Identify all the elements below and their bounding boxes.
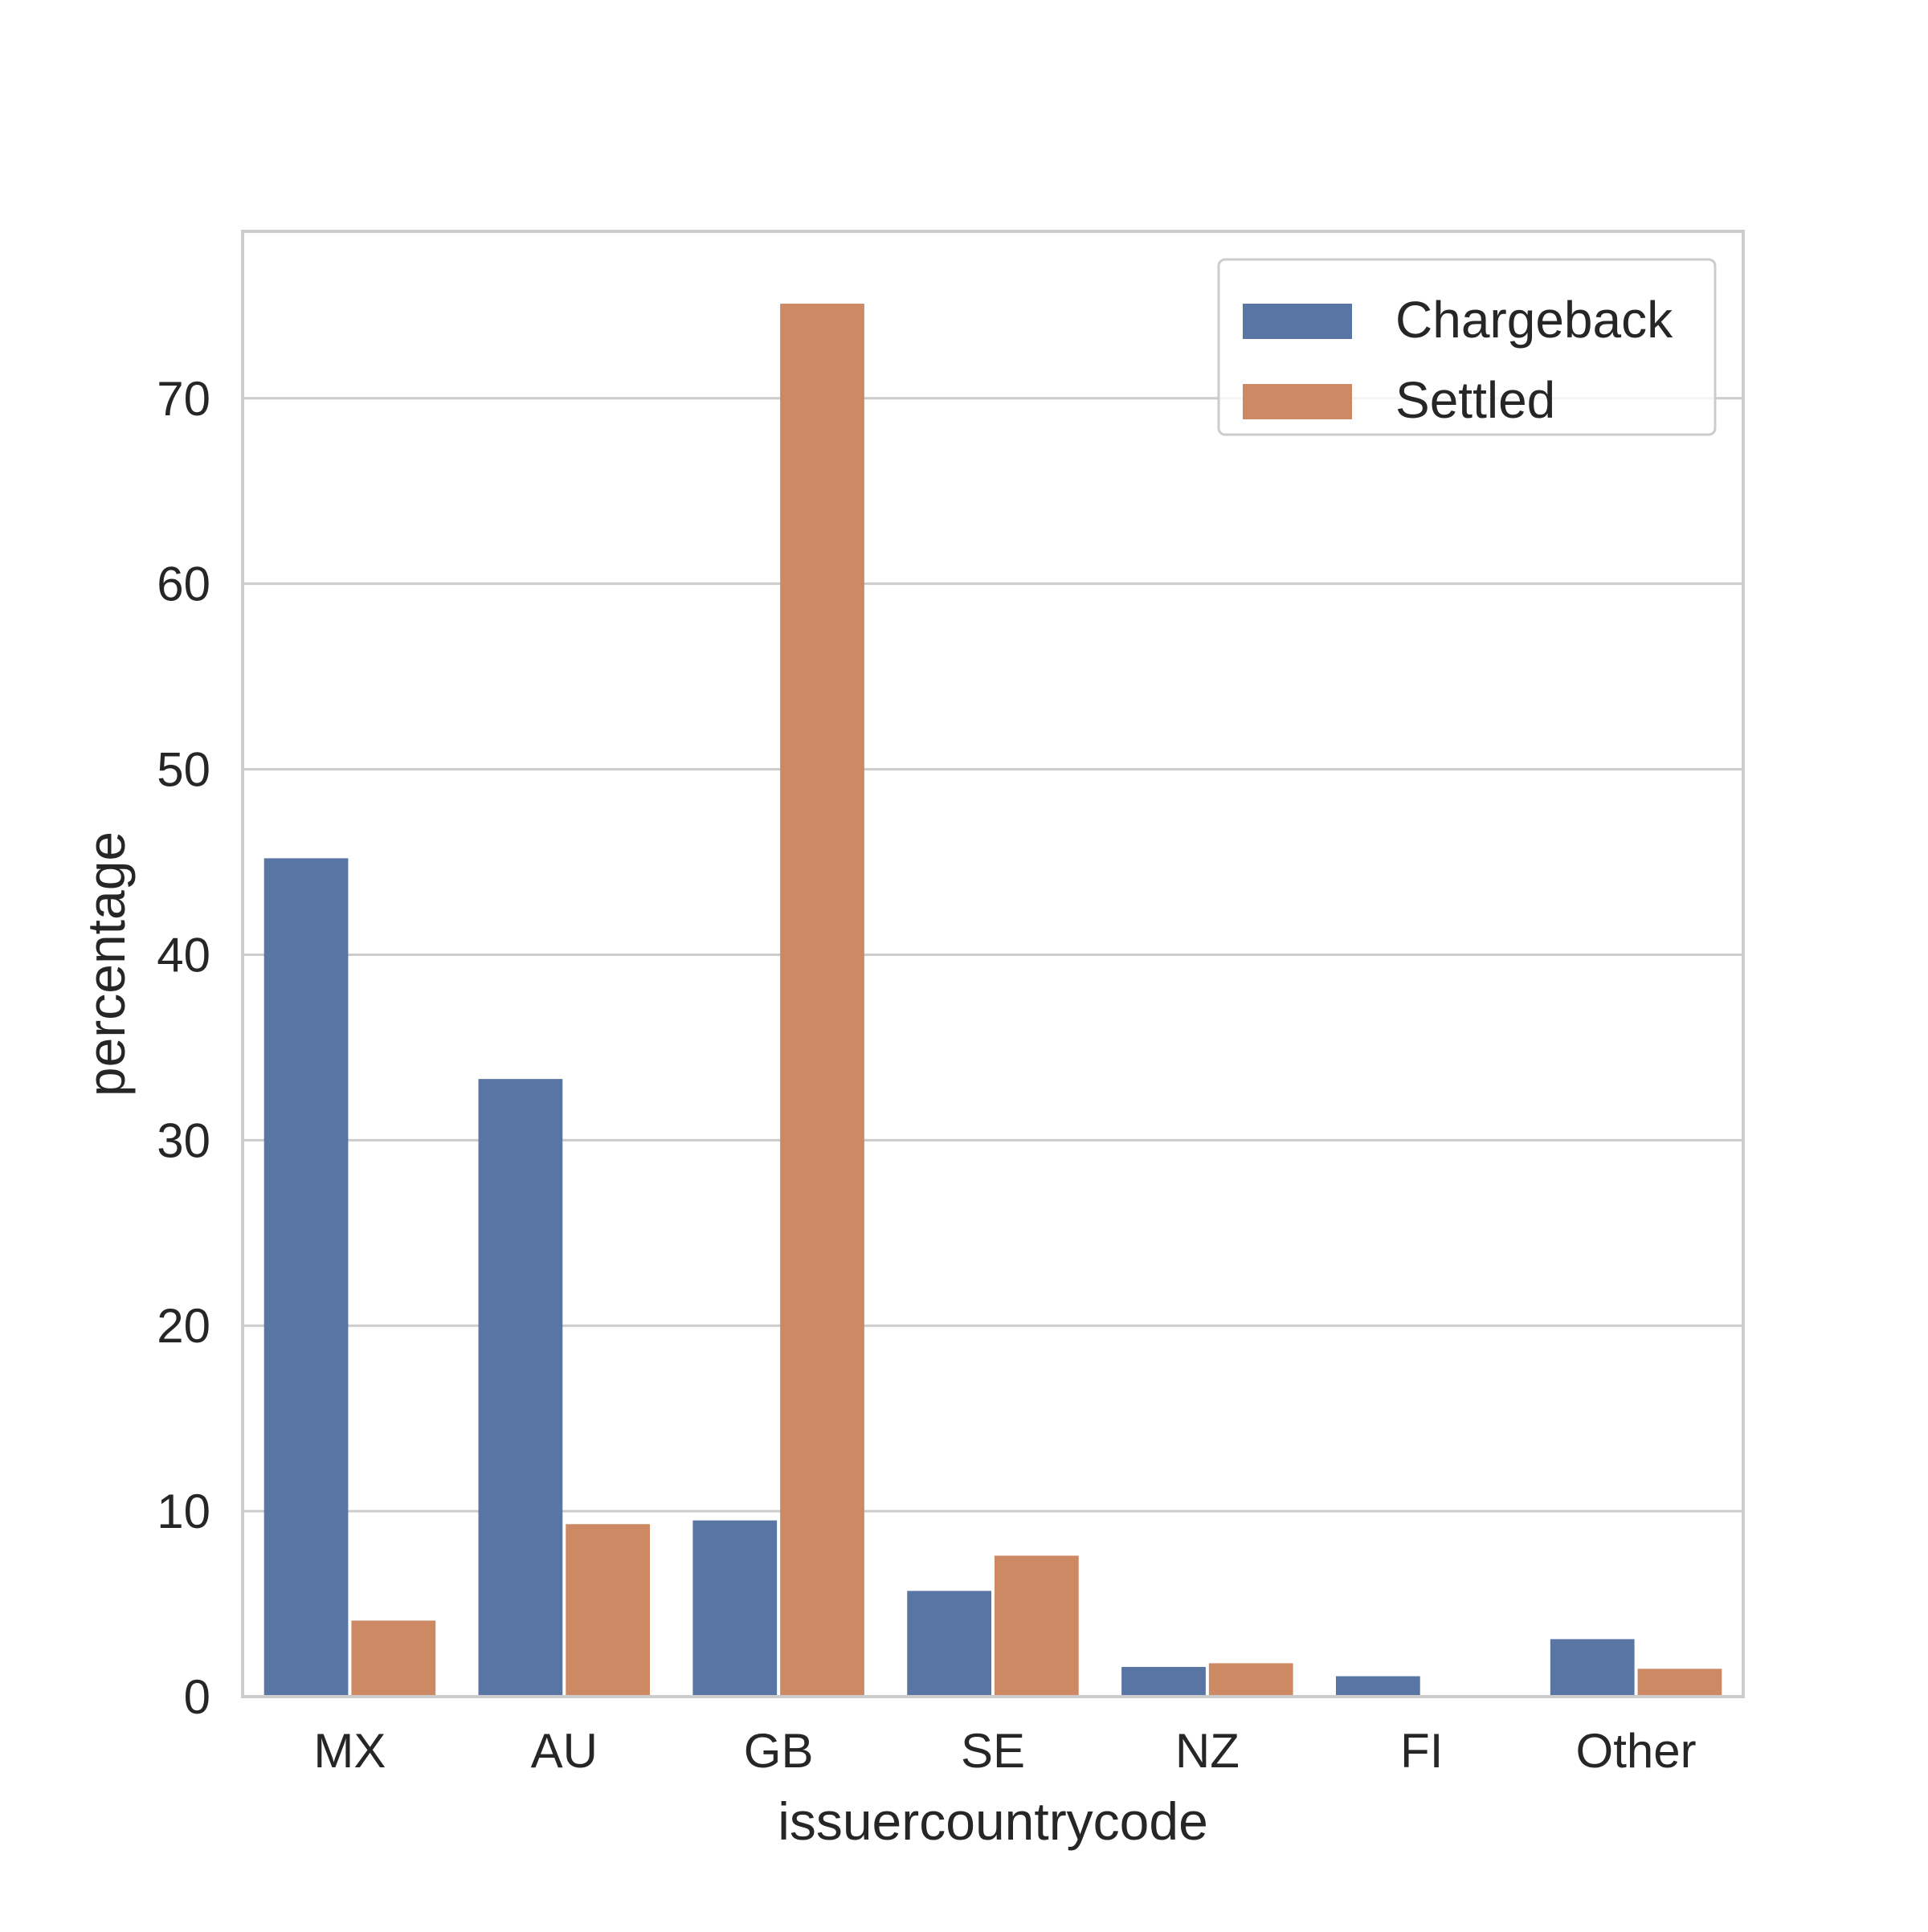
x-tick-label: AU	[531, 1724, 598, 1778]
x-tick-label: GB	[744, 1724, 814, 1778]
y-tick-label: 70	[157, 372, 210, 426]
x-tick-label: NZ	[1175, 1724, 1240, 1778]
y-tick-labels: 0 10 20 30 40 50 60 70	[157, 372, 210, 1724]
plot-frame	[241, 230, 1745, 1698]
y-tick-label: 10	[157, 1485, 210, 1538]
legend-swatch-chargeback	[1243, 304, 1352, 339]
bar-chargeback-au	[478, 1079, 563, 1697]
bar-settled-other	[1637, 1669, 1722, 1697]
y-tick-label: 50	[157, 743, 210, 797]
y-tick-label: 30	[157, 1113, 210, 1167]
x-tick-labels: MX AU GB SE NZ FI Other	[313, 1724, 1696, 1778]
bar-chargeback-se	[907, 1591, 991, 1697]
y-tick-label: 60	[157, 558, 210, 611]
bar-settled-gb	[780, 304, 864, 1697]
bar-settled-mx	[351, 1620, 436, 1697]
y-axis-title: percentage	[76, 831, 136, 1097]
y-tick-label: 0	[184, 1670, 210, 1724]
x-axis-title: issuercountrycode	[778, 1791, 1208, 1851]
legend-label-chargeback: Chargeback	[1395, 291, 1673, 349]
bars	[263, 304, 1722, 1697]
x-tick-label: MX	[313, 1724, 386, 1778]
legend-label-settled: Settled	[1395, 371, 1555, 429]
bar-chargeback-fi	[1335, 1676, 1420, 1697]
bar-chargeback-nz	[1121, 1667, 1206, 1697]
y-tick-label: 40	[157, 928, 210, 982]
gridlines	[243, 397, 1743, 1513]
bar-chargeback-other	[1550, 1639, 1635, 1697]
bar-chargeback-mx	[263, 858, 349, 1697]
bar-settled-au	[566, 1524, 651, 1697]
legend: Chargeback Settled	[1217, 258, 1717, 436]
x-tick-label: SE	[961, 1724, 1025, 1778]
bar-chargeback-gb	[692, 1520, 778, 1697]
x-tick-label: Other	[1576, 1724, 1697, 1778]
legend-swatch-settled	[1243, 384, 1352, 419]
bar-settled-nz	[1208, 1663, 1293, 1697]
x-tick-label: FI	[1400, 1724, 1443, 1778]
y-tick-label: 20	[157, 1299, 210, 1353]
bar-settled-se	[995, 1555, 1079, 1697]
